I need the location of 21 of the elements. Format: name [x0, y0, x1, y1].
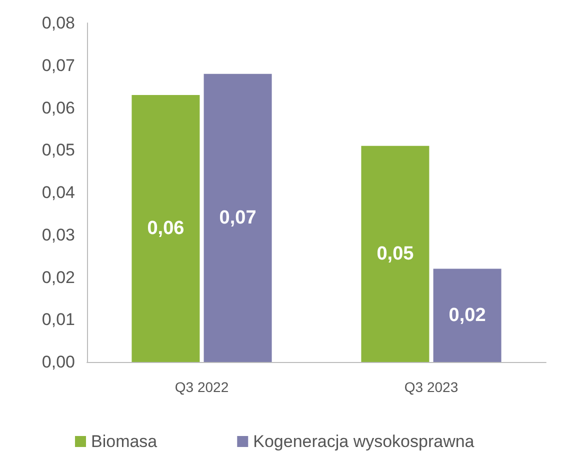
y-tick-label: 0,07 — [42, 56, 75, 75]
bar — [132, 95, 200, 362]
data-label: 0,06 — [147, 218, 184, 240]
y-tick-label: 0,04 — [42, 183, 75, 202]
data-label: 0,07 — [219, 207, 256, 228]
y-tick-label: 0,01 — [42, 310, 75, 330]
y-tick-label: 0,00 — [42, 352, 75, 372]
bar — [204, 74, 272, 362]
legend-label: Kogeneracja wysokosprawna — [253, 432, 475, 451]
x-tick-label: Q3 2022 — [174, 379, 229, 395]
data-label: 0,05 — [376, 243, 414, 264]
bar — [433, 268, 502, 362]
y-tick-label: 0,03 — [42, 225, 75, 244]
y-tick-label: 0,02 — [42, 268, 75, 287]
legend-label: Biomasa — [91, 432, 158, 451]
y-tick-label: 0,06 — [42, 98, 75, 118]
data-label: 0,02 — [448, 304, 486, 326]
y-tick-label: 0,05 — [42, 140, 75, 160]
y-tick-label: 0,08 — [42, 14, 75, 32]
bar — [361, 146, 430, 362]
x-tick-label: Q3 2023 — [404, 379, 458, 395]
